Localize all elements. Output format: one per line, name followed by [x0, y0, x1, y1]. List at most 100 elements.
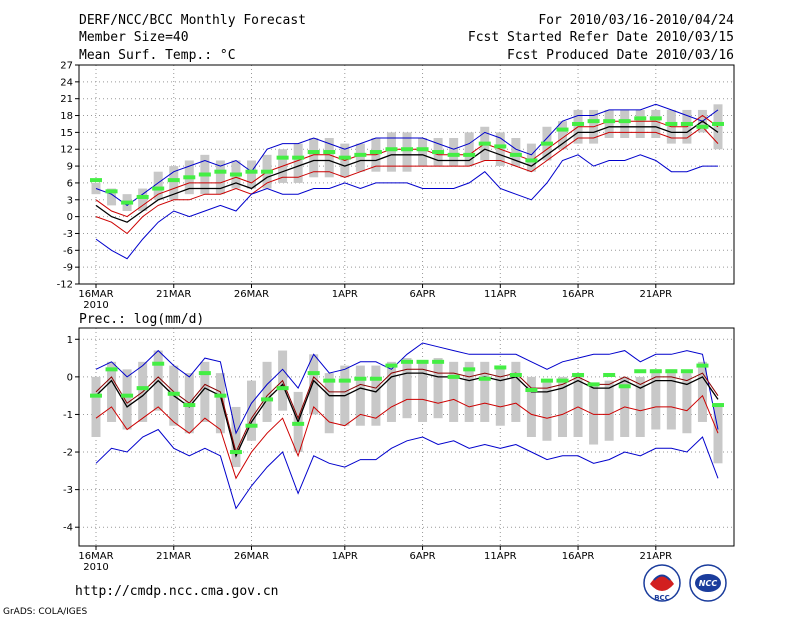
prec-ensemble-marker: [525, 388, 538, 393]
temp-ensemble-marker: [696, 124, 709, 129]
header-member-size: Member Size=40: [79, 30, 189, 45]
prec-ensemble-marker: [603, 372, 616, 377]
ncc-logo: NCC: [689, 564, 727, 602]
prec-series-min: [95, 428, 719, 510]
temp-ensemble-marker: [634, 116, 647, 121]
prec-ensemble-marker: [634, 369, 647, 374]
prec-ensemble-marker: [121, 393, 134, 398]
temp-ensemble-marker: [385, 147, 398, 152]
prec-spread-box: [651, 369, 661, 430]
ncc-logo-text: NCC: [699, 579, 718, 588]
temp-spread-box: [604, 109, 614, 138]
temp-ensemble-marker: [463, 152, 476, 157]
temp-ensemble-marker: [680, 121, 693, 126]
prec-spread-box: [558, 376, 567, 437]
prec-spread-box: [309, 354, 319, 415]
prec-ensemble-marker: [276, 386, 289, 391]
temp-ensemble-marker: [525, 158, 538, 163]
prec-spread-box: [511, 361, 521, 422]
temp-series-max: [95, 103, 719, 207]
temp-ensemble-marker: [323, 150, 336, 155]
temp-xtick-label: 16APR: [562, 289, 595, 300]
temp-xtick-label: 16MAR: [78, 289, 113, 300]
prec-spread-box: [262, 361, 272, 422]
prec-spread-box: [480, 361, 490, 422]
temp-ytick-label: 6: [67, 178, 73, 189]
prec-spread-box: [449, 361, 459, 422]
header-fcst-produced: Fcst Produced Date 2010/03/16: [507, 48, 734, 63]
temp-ensemble-marker: [167, 178, 180, 183]
temp-ensemble-marker: [603, 119, 616, 124]
header-fcst-started: Fcst Started Refer Date 2010/03/15: [468, 30, 734, 45]
temp-ensemble-marker: [136, 194, 149, 199]
temp-ensemble-marker: [152, 186, 165, 191]
prec-ensemble-marker: [385, 363, 398, 368]
prec-ensemble-marker: [696, 363, 709, 368]
temp-xtick-label: 6APR: [409, 289, 435, 300]
temperature-plot-frame: [78, 64, 735, 285]
prec-ensemble-marker: [214, 393, 227, 398]
temp-ytick-label: 15: [60, 128, 73, 139]
temp-ytick-label: -3: [63, 229, 73, 240]
prec-series-mean: [95, 372, 719, 458]
temp-ensemble-marker: [447, 152, 460, 157]
prec-spread-box: [91, 376, 101, 437]
temp-ensemble-marker: [478, 141, 491, 146]
temp-ytick-label: 21: [60, 94, 73, 105]
prec-ensemble-marker: [229, 450, 242, 455]
prec-spread-box: [107, 361, 117, 422]
prec-spread-box: [122, 369, 132, 430]
prec-spread-box: [200, 361, 210, 422]
prec-xtick-label: 11APR: [484, 551, 517, 562]
temp-spread-box: [635, 109, 645, 138]
prec-ytick-label: -4: [63, 523, 73, 534]
prec-spread-box: [682, 373, 692, 434]
prec-spread-box: [526, 376, 536, 437]
prec-ytick-label: 0: [67, 372, 73, 383]
prec-ensemble-marker: [401, 359, 413, 364]
prec-ytick-label: -3: [63, 485, 73, 496]
temp-ensemble-marker: [292, 155, 305, 160]
temp-ensemble-marker: [214, 169, 227, 174]
temp-series-lower: [95, 126, 719, 235]
temp-ytick-label: 18: [60, 111, 73, 122]
temp-spread-box: [247, 160, 256, 189]
temp-spread-box: [620, 109, 630, 138]
prec-spread-box: [231, 406, 241, 468]
prec-ytick-label: -1: [63, 410, 73, 421]
prec-xtick-label: 16APR: [562, 551, 595, 562]
footer-credit: GrADS: COLA/IGES: [3, 607, 87, 617]
prec-ensemble-marker: [307, 371, 320, 376]
prec-ensemble-marker: [354, 376, 367, 381]
prec-ensemble-marker: [152, 361, 165, 366]
prec-ensemble-marker: [447, 374, 460, 379]
temp-spread-box: [464, 132, 474, 167]
temp-ytick-label: 24: [60, 77, 73, 88]
temp-ytick-label: 3: [67, 195, 73, 206]
prec-spread-box: [635, 376, 645, 437]
footer-url[interactable]: http://cmdp.ncc.cma.gov.cn: [75, 584, 279, 599]
prec-spread-box: [215, 373, 225, 434]
prec-xtick-label: 6APR: [409, 551, 435, 562]
prec-spread-box: [542, 380, 552, 441]
temp-ensemble-marker: [121, 200, 134, 205]
temp-ensemble-marker: [494, 144, 507, 149]
temp-ytick-label: 0: [67, 212, 73, 223]
prec-ensemble-marker: [478, 376, 491, 381]
prec-ensemble-marker: [556, 378, 569, 383]
prec-xtick-label: 1APR: [332, 551, 358, 562]
prec-xtick-sublabel: 2010: [83, 562, 108, 573]
temp-ensemble-marker: [712, 121, 724, 126]
prec-ensemble-marker: [105, 367, 118, 372]
prec-ensemble-marker: [323, 378, 336, 383]
prec-ensemble-marker: [432, 359, 445, 364]
prec-spread-box: [495, 365, 505, 426]
temp-ensemble-marker: [105, 189, 118, 194]
temp-ensemble-marker: [556, 127, 569, 132]
temp-spread-box: [324, 138, 334, 178]
temp-ensemble-marker: [540, 141, 553, 146]
temp-ensemble-marker: [245, 169, 258, 174]
prec-spread-box: [713, 403, 723, 464]
